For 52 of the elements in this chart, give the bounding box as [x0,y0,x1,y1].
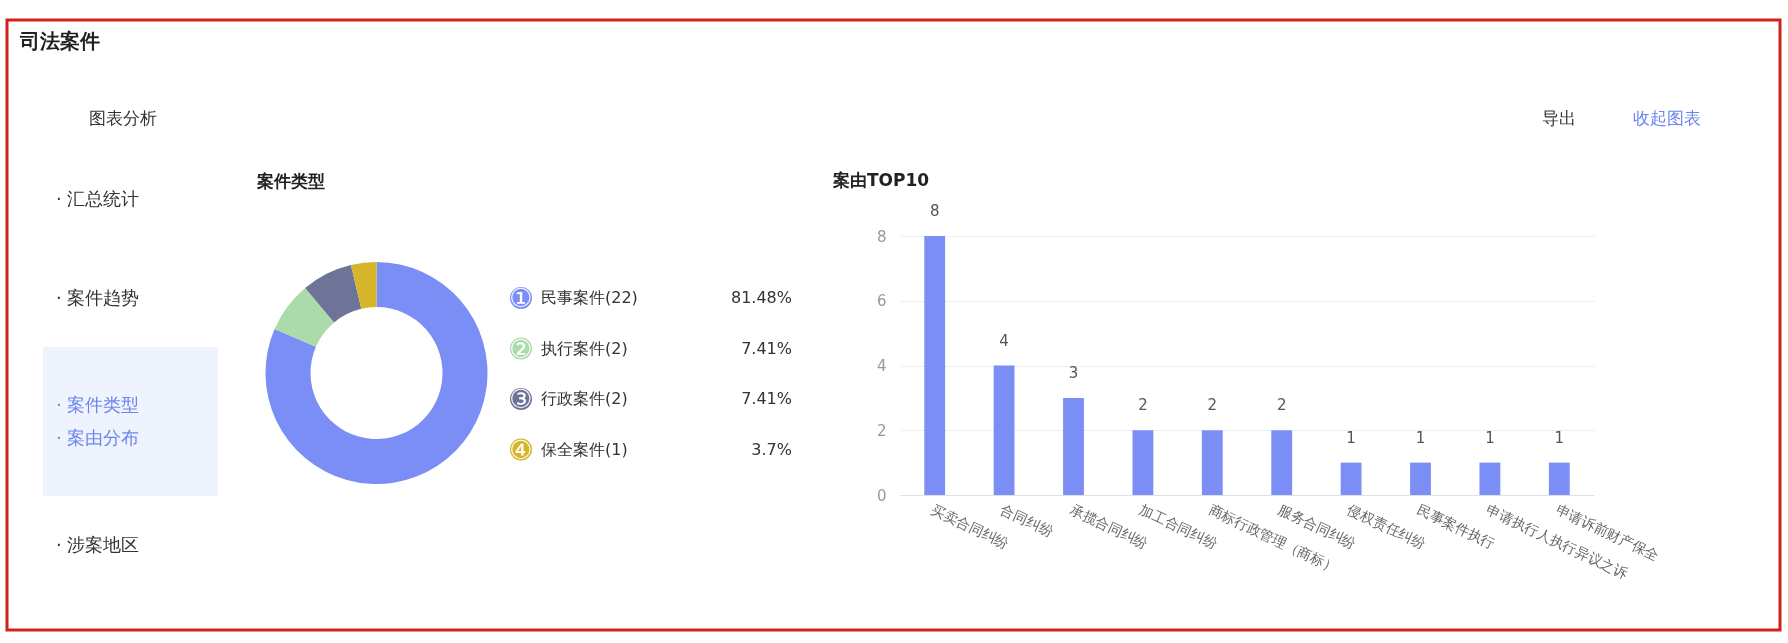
bar [1410,462,1431,495]
y-tick-label: 6 [876,292,887,311]
data-label: 7.41% [741,338,792,358]
data-label: 1 [1554,428,1565,447]
bar [1132,430,1154,495]
data-label: 3.7% [751,439,792,459]
legend-label: 行政案件(2) [541,389,628,408]
bar [1201,430,1223,495]
y-tick-label: 2 [876,421,887,440]
text: 图表分析 [89,108,157,128]
text: ① [509,283,533,313]
donut-slice [265,262,488,484]
legend-label: 民事案件(22) [541,288,638,307]
bar [1548,462,1570,495]
data-label: 1 [1415,428,1426,447]
text: · 案由分布 [56,427,140,448]
bar [1340,462,1362,495]
data-label: 2 [1138,396,1148,415]
bar [1479,462,1501,495]
bar [1271,430,1293,495]
bar [924,236,946,495]
text: 收起图表 [1633,108,1701,128]
data-label: 1 [1485,428,1495,447]
bar [993,365,1015,495]
data-label: 3 [1068,363,1079,382]
legend-label: 保全案件(1) [541,439,628,459]
text: · 案件类型 [56,394,140,415]
donut-slice [305,264,362,323]
data-label: 2 [1207,396,1218,415]
bar [1063,397,1084,495]
text: ② [509,333,533,364]
data-label: 81.48% [730,288,792,307]
y-tick-label: 8 [876,227,887,246]
data-label: 7.41% [741,389,792,408]
chart-title: 案由TOP10 [832,170,930,190]
y-tick-label: 4 [876,357,887,375]
text: 导出 [1542,108,1576,128]
text: ③ [509,384,533,414]
data-label: 8 [929,202,940,220]
donut-slice [274,287,335,347]
text: 司法案件 [19,29,100,53]
data-label: 1 [1346,428,1356,447]
text: · 汇总统计 [56,188,140,209]
text: · 案件趋势 [56,287,140,308]
data-label: 4 [999,331,1009,350]
data-label: 2 [1276,396,1287,415]
text: ④ [509,434,533,465]
text: · 涉案地区 [56,534,140,555]
donut-slice [350,262,377,309]
y-tick-label: 0 [876,486,887,505]
chart-title: 案件类型 [256,171,325,191]
legend-label: 执行案件(2) [541,338,628,358]
